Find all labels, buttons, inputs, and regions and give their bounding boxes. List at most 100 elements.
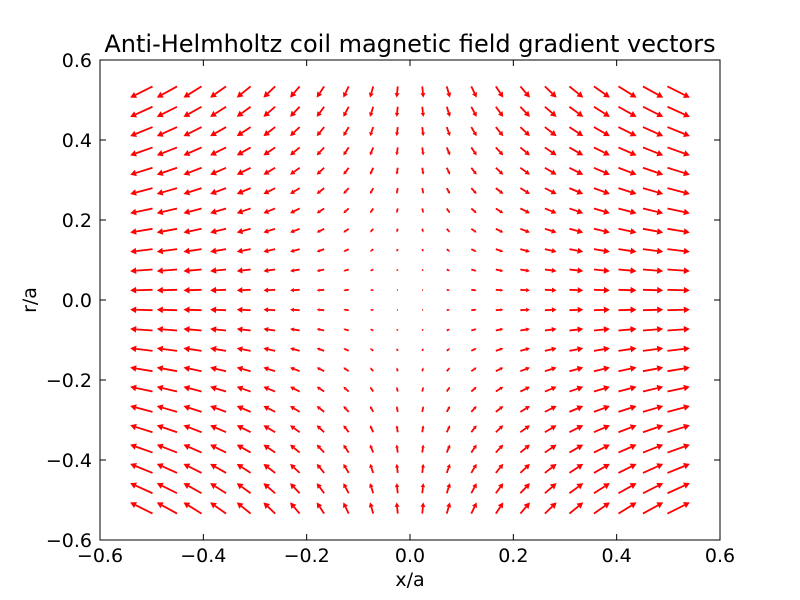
field-arrow: [156, 384, 178, 393]
field-arrow: [343, 187, 350, 194]
field-arrow: [290, 406, 301, 413]
field-arrow: [544, 146, 557, 156]
field-arrow: [618, 126, 637, 137]
field-arrow: [544, 267, 557, 274]
field-arrow: [569, 306, 584, 313]
field-arrow: [445, 106, 451, 117]
field-arrow: [395, 167, 399, 175]
field-arrow: [519, 207, 530, 214]
field-arrow: [445, 187, 450, 194]
field-arrow: [210, 105, 227, 117]
y-tick-label: 0.2: [62, 210, 92, 232]
field-arrow: [396, 386, 399, 392]
field-arrow: [593, 267, 610, 274]
field-arrow: [236, 326, 251, 333]
field-arrow: [130, 227, 153, 235]
field-arrow: [210, 502, 227, 515]
field-arrow: [263, 405, 276, 413]
field-arrow: [470, 386, 477, 393]
field-arrow: [642, 105, 664, 118]
field-arrow: [130, 85, 153, 98]
field-arrow: [370, 386, 374, 393]
field-arrow: [316, 386, 325, 393]
field-arrow: [290, 502, 301, 515]
field-arrow: [343, 126, 350, 137]
field-arrow: [519, 146, 530, 156]
field-arrow: [370, 308, 374, 312]
field-arrow: [421, 268, 424, 272]
field-arrow: [544, 167, 557, 175]
field-arrow: [156, 502, 178, 515]
field-arrow: [263, 126, 276, 137]
field-arrow: [495, 268, 504, 273]
field-arrow: [343, 444, 350, 454]
x-tick-label: 0.2: [498, 545, 528, 567]
field-arrow: [396, 289, 399, 291]
field-arrow: [667, 502, 690, 515]
field-arrow: [470, 106, 477, 117]
field-arrow: [420, 502, 426, 514]
field-arrow: [544, 444, 557, 454]
field-arrow: [495, 347, 504, 352]
field-arrow: [263, 248, 276, 254]
field-arrow: [667, 187, 690, 196]
field-arrow: [642, 227, 664, 235]
field-arrow: [290, 483, 301, 494]
field-arrow: [593, 424, 610, 434]
field-arrow: [593, 247, 610, 255]
field-arrow: [618, 463, 637, 474]
field-arrow: [667, 326, 690, 333]
field-arrow: [316, 207, 325, 214]
field-arrow: [667, 267, 690, 274]
field-arrow: [470, 444, 477, 454]
field-arrow: [316, 167, 325, 175]
field-arrow: [519, 386, 530, 393]
field-arrow: [495, 463, 504, 474]
field-arrow: [183, 85, 203, 98]
field-arrow: [156, 267, 178, 274]
field-arrow: [210, 306, 227, 314]
field-arrow: [183, 166, 202, 176]
field-arrow: [618, 404, 637, 413]
field-arrow: [156, 247, 178, 255]
field-arrow: [593, 85, 610, 98]
field-arrow: [667, 365, 690, 373]
field-arrow: [394, 86, 400, 98]
field-arrow: [210, 483, 227, 495]
field-arrow: [210, 345, 227, 353]
field-arrow: [236, 287, 251, 294]
vector-field: [130, 85, 690, 515]
field-arrow: [470, 167, 477, 175]
field-arrow: [667, 166, 690, 177]
field-arrow: [544, 483, 557, 494]
field-arrow: [290, 307, 300, 312]
field-arrow: [618, 187, 637, 196]
field-arrow: [210, 444, 227, 454]
field-arrow: [130, 166, 153, 177]
field-arrow: [667, 85, 690, 98]
field-arrow: [544, 248, 557, 254]
field-arrow: [642, 306, 664, 314]
field-arrow: [396, 268, 399, 272]
field-arrow: [495, 406, 504, 413]
field-arrow: [263, 287, 276, 293]
field-arrow: [263, 146, 276, 156]
field-arrow: [519, 106, 530, 117]
field-arrow: [316, 463, 325, 474]
field-arrow: [642, 384, 664, 393]
field-arrow: [395, 187, 399, 194]
field-arrow: [236, 247, 251, 254]
field-arrow: [495, 227, 504, 233]
field-arrow: [495, 327, 504, 332]
field-arrow: [568, 425, 584, 434]
y-tick-label: −0.6: [46, 530, 92, 552]
field-arrow: [236, 405, 251, 413]
field-arrow: [446, 288, 450, 292]
field-arrow: [210, 424, 227, 434]
field-arrow: [446, 207, 450, 214]
field-arrow: [263, 425, 276, 433]
field-arrow: [395, 444, 399, 453]
field-arrow: [642, 286, 664, 294]
field-arrow: [263, 227, 276, 234]
field-arrow: [495, 85, 504, 98]
